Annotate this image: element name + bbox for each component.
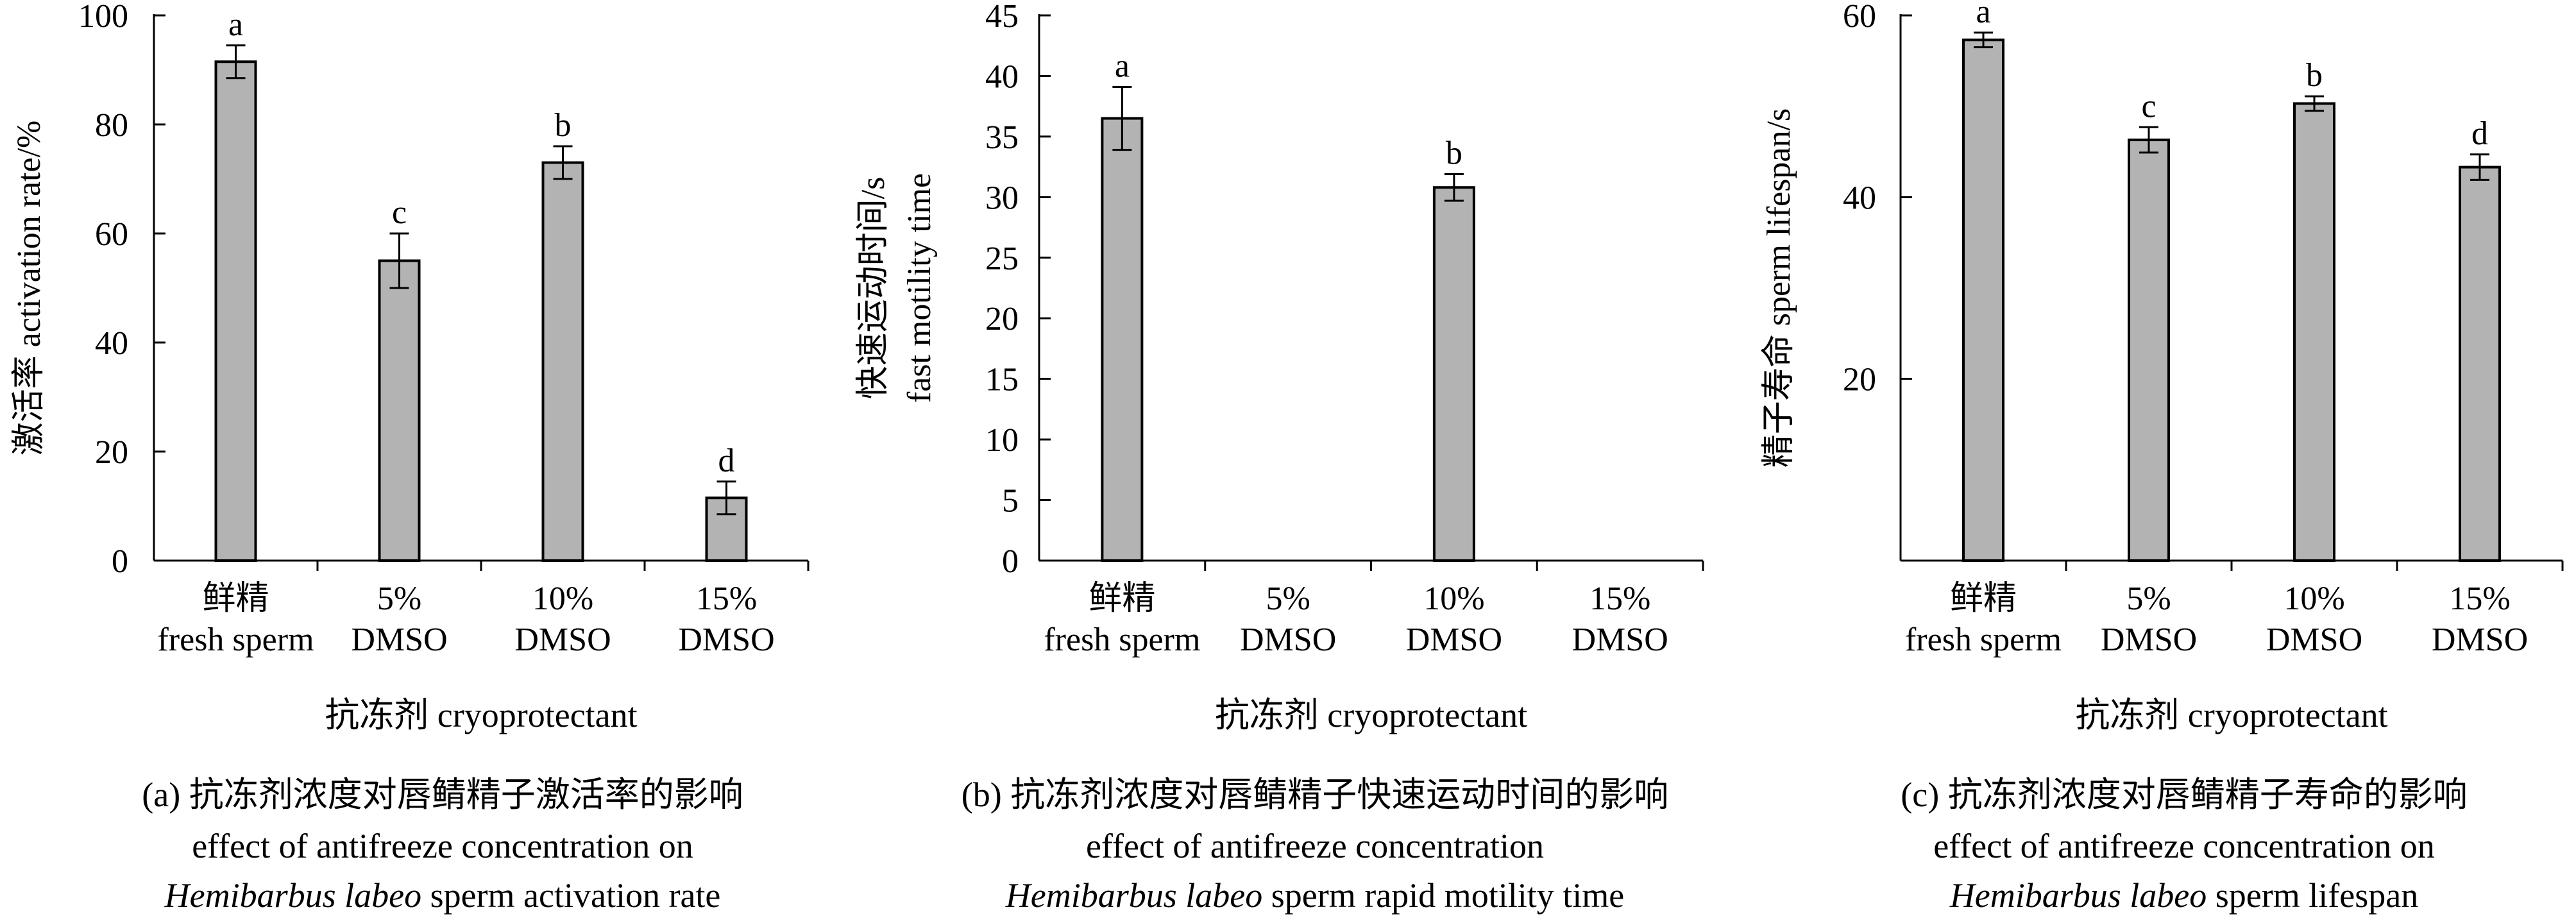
x-tick-label-line2: DMSO — [1406, 622, 1502, 658]
x-tick-label-line1: 15% — [2449, 580, 2510, 617]
y-tick-label: 40 — [985, 58, 1019, 95]
x-tick-label-line2: DMSO — [2266, 622, 2362, 658]
x-tick-label-line1: 10% — [1423, 580, 1484, 617]
caption-line: Hemibarbus labeo sperm lifespan — [1949, 876, 2418, 915]
x-axis-label: 抗冻剂 cryoprotectant — [325, 696, 637, 734]
caption-line: (b) 抗冻剂浓度对唇鲭精子快速运动时间的影响 — [962, 775, 1668, 814]
x-tick-label-line2: fresh sperm — [1905, 622, 2062, 658]
caption-line: effect of antifreeze concentration — [1086, 827, 1544, 865]
y-tick-label: 0 — [1002, 543, 1019, 580]
x-tick-label-line2: fresh sperm — [157, 622, 314, 658]
caption-text: effect of antifreeze concentration on — [192, 827, 693, 865]
x-axis-label: 抗冻剂 cryoprotectant — [2075, 696, 2387, 734]
y-axis-label: 精子寿命 sperm lifespan/s — [1760, 108, 1797, 468]
y-tick-label: 0 — [112, 543, 128, 580]
x-tick-label-line1: 15% — [1589, 580, 1650, 617]
significance-letter: c — [392, 194, 407, 231]
x-tick-label-line2: DMSO — [514, 622, 611, 658]
x-tick-label-line1: 5% — [1266, 580, 1310, 617]
y-axis-label: fast motility time — [901, 173, 938, 403]
bar — [2128, 139, 2170, 563]
x-tick-label-line1: 5% — [377, 580, 421, 617]
significance-letter: c — [2141, 88, 2156, 124]
bar — [2293, 102, 2335, 562]
caption-line: Hemibarbus labeo sperm activation rate — [164, 876, 721, 915]
y-tick-label: 25 — [985, 241, 1019, 277]
x-tick-label-line2: DMSO — [2101, 622, 2197, 658]
bar — [1101, 117, 1144, 563]
y-tick-label: 40 — [1843, 180, 1876, 216]
x-tick-label-line1: 10% — [2284, 580, 2344, 617]
x-tick-label-line2: DMSO — [1572, 622, 1668, 658]
caption-text: effect of antifreeze concentration on — [1933, 827, 2435, 865]
bar — [378, 259, 421, 562]
x-tick-label-line2: DMSO — [351, 622, 447, 658]
caption-text: (a) 抗冻剂浓度对唇鲭精子激活率的影响 — [142, 775, 743, 814]
y-tick-label: 20 — [1843, 362, 1876, 398]
significance-letter: b — [555, 107, 572, 144]
significance-letter: d — [718, 443, 735, 479]
chart-panel-a: 0 20 40 60 80 100 a 鲜精 fresh sperm c 5% DMSO b 10% DMS… — [11, 0, 809, 915]
y-axis-label: 激活率 activation rate/% — [11, 121, 47, 456]
caption-text: sperm activation rate — [421, 876, 720, 915]
x-tick-label-line1: 鲜精 — [202, 580, 269, 617]
y-tick-label: 60 — [95, 216, 128, 253]
y-tick-label: 10 — [985, 422, 1019, 459]
x-tick-label-line1: 鲜精 — [1950, 580, 2017, 617]
y-tick-label: 5 — [1002, 483, 1019, 520]
x-tick-label-line1: 5% — [2126, 580, 2171, 617]
chart-panel-b: 0 5 10 15 20 25 30 35 40 45 a 鲜精 fresh sperm 5% DMSO b 1… — [855, 0, 1704, 915]
y-tick-label: 35 — [985, 119, 1019, 156]
x-tick-label-line1: 15% — [696, 580, 757, 617]
caption-text: sperm lifespan — [2207, 876, 2418, 915]
bar — [2459, 165, 2501, 563]
caption-line: Hemibarbus labeo sperm rapid motility ti… — [1005, 876, 1624, 915]
bar — [214, 60, 257, 562]
bar — [1432, 186, 1475, 562]
y-tick-label: 20 — [985, 301, 1019, 337]
y-tick-label: 45 — [985, 0, 1019, 35]
x-tick-label-line1: 鲜精 — [1089, 580, 1155, 617]
significance-letter: a — [228, 6, 243, 43]
y-tick-label: 40 — [95, 325, 128, 362]
caption-italic: Hemibarbus labeo — [1949, 876, 2207, 915]
y-tick-label: 30 — [985, 180, 1019, 216]
x-axis-label: 抗冻剂 cryoprotectant — [1215, 696, 1527, 734]
y-tick-label: 15 — [985, 362, 1019, 398]
y-tick-label: 100 — [78, 0, 128, 35]
caption-text: effect of antifreeze concentration — [1086, 827, 1544, 865]
y-tick-label: 60 — [1843, 0, 1876, 35]
y-tick-label: 20 — [95, 434, 128, 471]
bar — [1962, 38, 2004, 562]
caption-line: (a) 抗冻剂浓度对唇鲭精子激活率的影响 — [142, 775, 743, 814]
caption-italic: Hemibarbus labeo — [1005, 876, 1262, 915]
caption-line: effect of antifreeze concentration on — [1933, 827, 2435, 865]
significance-letter: d — [2471, 115, 2488, 152]
caption-line: effect of antifreeze concentration on — [192, 827, 693, 865]
caption-text: (c) 抗冻剂浓度对唇鲭精子寿命的影响 — [1901, 775, 2467, 814]
chart-panel-c: 20 40 60 a 鲜精 fresh sperm c 5% DMSO b 10% DMSO d 15% D… — [1760, 0, 2564, 915]
x-tick-label-line1: 10% — [532, 580, 593, 617]
bar — [541, 161, 584, 562]
significance-letter: a — [1115, 47, 1130, 84]
caption-text: sperm rapid motility time — [1262, 876, 1624, 915]
y-axis-label: 快速运动时间/s — [855, 177, 892, 400]
x-tick-label-line2: DMSO — [1240, 622, 1336, 658]
x-tick-label-line2: fresh sperm — [1044, 622, 1200, 658]
x-tick-label-line2: DMSO — [2432, 622, 2528, 658]
caption-italic: Hemibarbus labeo — [164, 876, 421, 915]
caption-line: (c) 抗冻剂浓度对唇鲭精子寿命的影响 — [1901, 775, 2467, 814]
x-tick-label-line2: DMSO — [678, 622, 774, 658]
significance-letter: b — [2306, 57, 2323, 94]
y-tick-label: 80 — [95, 107, 128, 144]
caption-text: (b) 抗冻剂浓度对唇鲭精子快速运动时间的影响 — [962, 775, 1668, 814]
significance-letter: a — [1976, 0, 1990, 30]
significance-letter: b — [1446, 135, 1462, 171]
